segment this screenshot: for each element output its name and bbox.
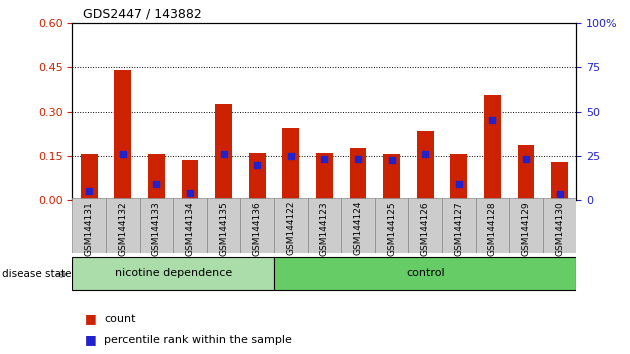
Bar	[148, 154, 165, 200]
Text: GSM144133: GSM144133	[152, 201, 161, 256]
Point	[319, 156, 329, 161]
Point	[252, 162, 262, 167]
Point	[521, 156, 531, 161]
Text: GSM144132: GSM144132	[118, 201, 127, 256]
Bar	[140, 198, 173, 253]
Text: GSM144122: GSM144122	[287, 201, 295, 256]
Text: GSM144124: GSM144124	[353, 201, 362, 256]
Bar	[450, 154, 467, 200]
Point	[118, 152, 128, 157]
Text: ■: ■	[85, 312, 101, 325]
Bar	[249, 153, 266, 200]
Text: GSM144131: GSM144131	[85, 201, 94, 256]
Bar	[316, 153, 333, 200]
Bar	[551, 162, 568, 200]
Bar	[341, 198, 375, 253]
Point	[353, 156, 363, 161]
Text: GSM144129: GSM144129	[522, 201, 530, 256]
Bar	[106, 198, 140, 253]
Bar	[417, 131, 433, 200]
Bar	[518, 145, 534, 200]
Bar	[476, 198, 509, 253]
Text: GSM144134: GSM144134	[186, 201, 195, 256]
Bar	[484, 95, 501, 200]
Bar	[543, 198, 576, 253]
Point	[454, 181, 464, 187]
Bar	[207, 198, 241, 253]
Text: GSM144135: GSM144135	[219, 201, 228, 256]
Text: GSM144127: GSM144127	[454, 201, 463, 256]
Bar	[173, 198, 207, 253]
Bar	[375, 198, 408, 253]
Bar	[307, 198, 341, 253]
Text: GDS2447 / 143882: GDS2447 / 143882	[83, 7, 201, 21]
Point	[286, 153, 296, 159]
Point	[151, 181, 161, 187]
Bar	[181, 160, 198, 200]
Text: GSM144126: GSM144126	[421, 201, 430, 256]
Text: GSM144136: GSM144136	[253, 201, 261, 256]
Text: GSM144125: GSM144125	[387, 201, 396, 256]
Bar	[383, 154, 400, 200]
Bar	[274, 257, 576, 290]
Bar	[408, 198, 442, 253]
Bar	[350, 148, 367, 200]
Point	[84, 188, 94, 194]
Bar	[81, 154, 98, 200]
Bar	[215, 104, 232, 200]
Bar	[241, 198, 274, 253]
Text: GSM144123: GSM144123	[320, 201, 329, 256]
Bar	[509, 198, 543, 253]
Bar	[282, 128, 299, 200]
Point	[554, 191, 564, 197]
Text: count: count	[104, 314, 135, 324]
Text: GSM144128: GSM144128	[488, 201, 497, 256]
Bar	[115, 70, 131, 200]
Text: ■: ■	[85, 333, 101, 346]
Point	[185, 190, 195, 195]
Bar	[442, 198, 476, 253]
Point	[219, 152, 229, 157]
Point	[420, 152, 430, 157]
Bar	[72, 257, 274, 290]
Point	[488, 118, 498, 123]
Text: disease state: disease state	[2, 269, 71, 279]
Point	[387, 157, 397, 163]
Text: nicotine dependence: nicotine dependence	[115, 268, 232, 279]
Text: GSM144130: GSM144130	[555, 201, 564, 256]
Text: control: control	[406, 268, 445, 279]
Text: percentile rank within the sample: percentile rank within the sample	[104, 335, 292, 345]
Bar	[274, 198, 307, 253]
Bar	[72, 198, 106, 253]
